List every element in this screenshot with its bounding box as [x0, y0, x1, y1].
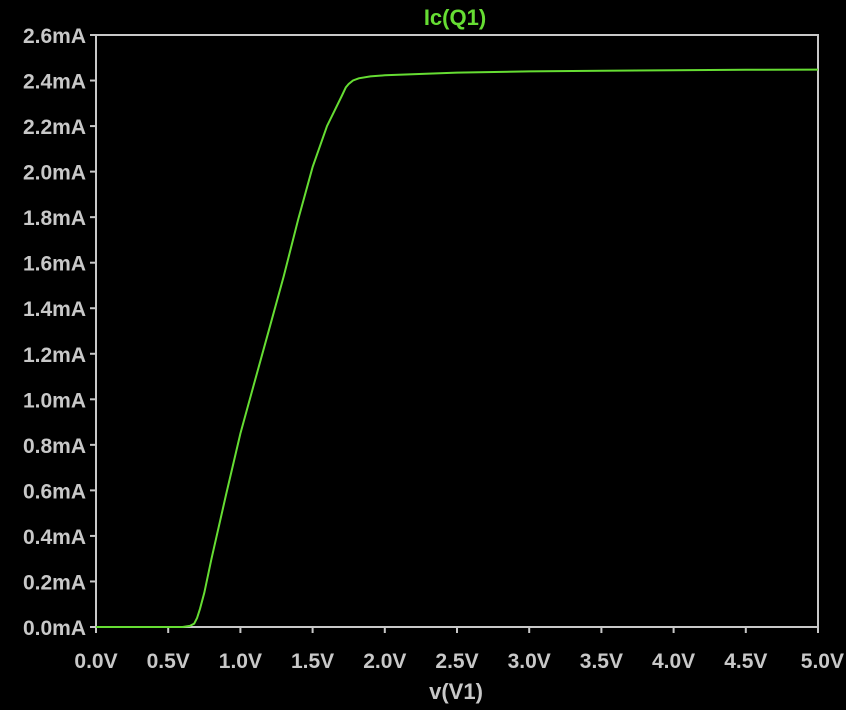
x-tick-label: 1.0V — [219, 650, 262, 673]
x-tick-label: 0.0V — [74, 650, 117, 673]
x-tick-label: 4.0V — [652, 650, 695, 673]
x-tick-label: 3.0V — [508, 650, 551, 673]
x-axis-label: v(V1) — [429, 679, 483, 704]
y-tick-label: 0.4mA — [23, 526, 86, 549]
y-tick-label: 1.4mA — [23, 298, 86, 321]
x-tick-label: 0.5V — [147, 650, 190, 673]
y-tick-label: 1.2mA — [23, 344, 86, 367]
x-tick-label: 2.0V — [363, 650, 406, 673]
y-axis: 0.0mA 0.2mA 0.4mA 0.6mA 0.8mA 1.0mA 1.2mA 1.4mA… — [23, 25, 96, 640]
x-tick-label: 3.5V — [580, 650, 623, 673]
x-tick-label: 1.5V — [291, 650, 334, 673]
x-tick-label: 5.0V — [801, 650, 844, 673]
y-tick-label: 1.6mA — [23, 253, 86, 276]
x-axis: 0.0V 0.5V 1.0V 1.5V 2.0V 2.5V 3.0V 3.5V 4.0V 4.5V… — [74, 627, 844, 673]
y-tick-label: 0.2mA — [23, 571, 86, 594]
y-tick-label: 1.8mA — [23, 207, 86, 230]
y-tick-label: 2.2mA — [23, 116, 86, 139]
y-tick-label: 0.6mA — [23, 480, 86, 503]
y-tick-label: 2.4mA — [23, 71, 86, 94]
y-tick-label: 0.0mA — [23, 617, 86, 640]
y-tick-label: 2.0mA — [23, 162, 86, 185]
x-tick-label: 2.5V — [435, 650, 478, 673]
y-tick-label: 2.6mA — [23, 25, 86, 48]
plot-frame — [95, 34, 819, 628]
series-line-ic-q1 — [96, 68, 819, 628]
y-tick-label: 1.0mA — [23, 389, 86, 412]
x-tick-label: 4.5V — [724, 650, 767, 673]
chart-title: Ic(Q1) — [424, 5, 486, 30]
y-tick-label: 0.8mA — [23, 435, 86, 458]
